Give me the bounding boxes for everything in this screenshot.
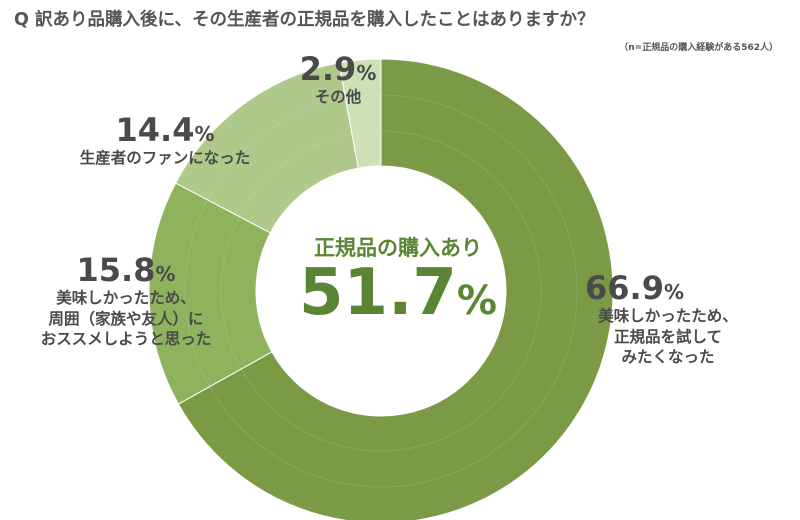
center-number: 51.7 bbox=[299, 256, 457, 330]
chart-title: Q 訳あり品購入後に、その生産者の正規品を購入したことはありますか？ bbox=[14, 10, 595, 30]
slice-label-2: 15.8% 美味しかったため、 周囲（家族や友人）に おススメしようと思った bbox=[6, 251, 246, 350]
slice-value-4: 2.9 bbox=[299, 50, 357, 88]
donut-ring-1 bbox=[220, 130, 542, 452]
slice-label-3: 14.4% 生産者のファンになった bbox=[60, 111, 270, 169]
center-label: 正規品の購入あり bbox=[314, 236, 482, 260]
slice-text-1: 美味しかったため、 正規品を試して みたくなった bbox=[598, 306, 738, 367]
center-unit: % bbox=[456, 278, 497, 324]
slice-value-2: 15.8 bbox=[76, 251, 156, 289]
slice-value-1: 66.9 bbox=[585, 269, 664, 307]
donut-slice-4 bbox=[338, 58, 382, 169]
slice-unit-3: % bbox=[194, 122, 215, 146]
donut-ring-2 bbox=[184, 94, 578, 488]
slice-unit-1: % bbox=[663, 280, 684, 304]
slice-unit-2: % bbox=[155, 262, 176, 286]
slice-value-3: 14.4 bbox=[115, 111, 195, 149]
center-value: 51.7% bbox=[263, 258, 533, 328]
slice-label-4: 2.9% その他 bbox=[278, 50, 398, 108]
slice-text-4: その他 bbox=[314, 87, 362, 106]
slice-unit-4: % bbox=[356, 61, 377, 85]
slice-label-1: 66.9% 美味しかったため、 正規品を試して みたくなった bbox=[563, 269, 773, 368]
chart-subtitle: （n=正規品の購入経験がある562人） bbox=[619, 43, 778, 53]
donut-slice-1 bbox=[177, 58, 614, 520]
slice-text-3: 生産者のファンになった bbox=[79, 148, 251, 167]
slice-text-2: 美味しかったため、 周囲（家族や友人）に おススメしようと思った bbox=[40, 288, 212, 349]
donut-slice-2 bbox=[148, 182, 273, 405]
